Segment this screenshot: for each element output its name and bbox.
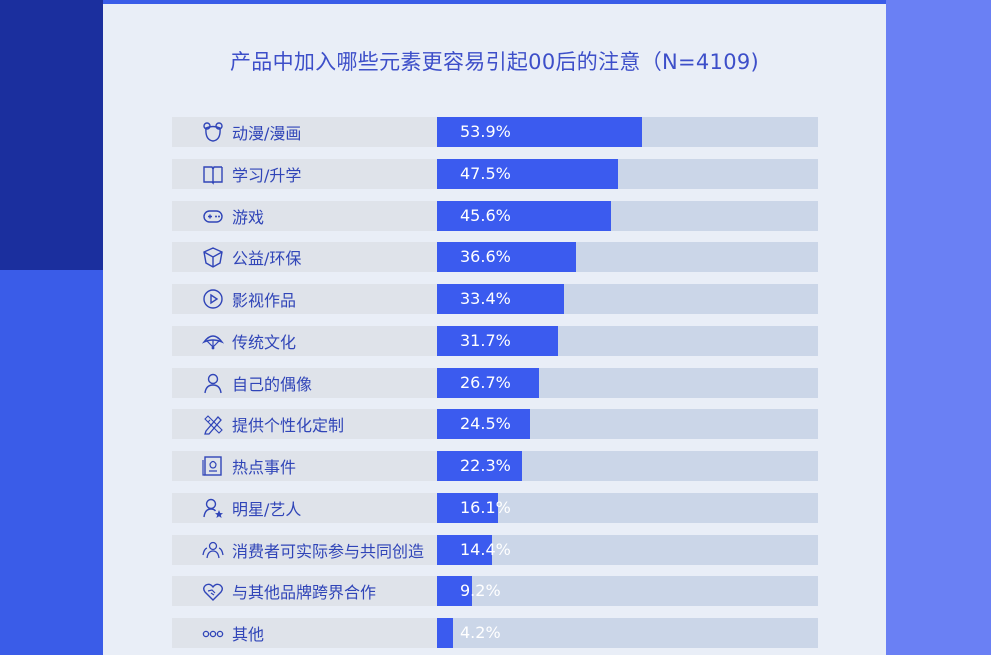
category-label-cell: 公益/环保 [172,242,437,273]
category-label-cell: 消费者可实际参与共同创造 [172,534,437,565]
pencil-ruler-icon [202,413,224,435]
bar-track: 22.3% [437,451,818,481]
bar-track: 14.4% [437,534,818,565]
bar-track: 33.4% [437,284,818,314]
category-label-cell: 提供个性化定制 [172,409,437,440]
category-label: 自己的偶像 [232,374,313,394]
bar-row: 与其他品牌跨界合作 9.2% [172,576,818,607]
group-icon [202,539,224,561]
value-label: 31.7% [460,330,511,350]
news-icon [202,455,224,477]
bar-track: 9.2% [437,576,818,607]
bar-track: 36.6% [437,242,818,273]
bar [437,284,565,314]
bar-row: 学习/升学 47.5% [172,158,818,189]
chart-title: 产品中加入哪些元素更容易引起00后的注意（N=4109) [229,50,760,74]
category-label-cell: 动漫/漫画 [172,117,437,147]
category-label-cell: 自己的偶像 [172,367,437,398]
bar [437,618,453,648]
value-label: 33.4% [460,289,511,308]
bar [437,451,522,481]
bar [437,117,643,147]
gamepad-icon [202,205,224,227]
category-label: 与其他品牌跨界合作 [232,583,377,603]
fan-icon [202,330,224,352]
value-label: 14.4% [460,539,511,559]
category-label: 消费者可实际参与共同创造 [232,541,425,561]
bar [437,158,618,189]
category-label-cell: 影视作品 [172,284,437,314]
bar-row: 游戏 45.6% [172,200,818,231]
value-label: 9.2% [460,581,501,601]
bar-row: 影视作品 33.4% [172,284,818,314]
category-label: 影视作品 [232,291,297,310]
bar [437,200,611,231]
bar-row: 动漫/漫画 53.9% [172,117,818,147]
bar-row: 明星/艺人 16.1% [172,492,818,523]
person-icon [202,372,224,394]
bar [437,576,473,607]
bar-row: 消费者可实际参与共同创造 14.4% [172,534,818,565]
category-label-cell: 游戏 [172,200,437,231]
category-label-cell: 传统文化 [172,325,437,356]
bar [437,242,577,273]
value-label: 24.5% [460,414,511,434]
category-label: 明星/艺人 [232,499,302,519]
recycle-icon [202,246,224,269]
bar-track: 26.7% [437,367,818,398]
bar-track: 24.5% [437,409,818,440]
category-label-cell: 与其他品牌跨界合作 [172,576,437,607]
bar-track: 16.1% [437,492,818,523]
bar-chart: 动漫/漫画 53.9% 学习/升学 47.5% 游戏 45.6% 公益/环保 36.6% 影视作… [103,4,886,655]
bar-track: 4.2% [437,618,818,648]
background-block-light [886,0,991,655]
star-person-icon [202,497,224,519]
bar-row: 热点事件 22.3% [172,451,818,481]
bar-row: 自己的偶像 26.7% [172,367,818,398]
value-label: 45.6% [460,205,511,225]
bar [437,367,539,398]
category-label-cell: 明星/艺人 [172,492,437,523]
bar [437,534,492,565]
bar-track: 31.7% [437,325,818,356]
bar-row: 公益/环保 36.6% [172,242,818,273]
category-label-cell: 学习/升学 [172,158,437,189]
value-label: 26.7% [460,372,511,392]
category-label-cell: 热点事件 [172,451,437,481]
category-label: 学习/升学 [232,165,302,185]
bar-row: 提供个性化定制 24.5% [172,409,818,440]
category-label-cell: 其他 [172,618,437,648]
background-block-dark [0,0,103,270]
play-icon [202,288,224,310]
category-label: 公益/环保 [232,249,302,269]
bear-icon [202,121,224,143]
book-icon [202,163,224,185]
dots-icon [202,622,224,644]
value-label: 47.5% [460,163,511,183]
bar [437,325,558,356]
category-label: 游戏 [232,207,265,227]
value-label: 16.1% [460,497,511,517]
bar [437,409,531,440]
category-label: 动漫/漫画 [232,124,302,143]
value-label: 4.2% [460,623,501,642]
bar-track: 53.9% [437,117,818,147]
value-label: 22.3% [460,456,511,475]
chart-panel: 产品中加入哪些元素更容易引起00后的注意（N=4109) 动漫/漫画 53.9% 学… [103,4,886,655]
value-label: 36.6% [460,247,511,267]
bar-row: 传统文化 31.7% [172,325,818,356]
value-label: 53.9% [460,122,511,141]
handshake-heart-icon [202,580,224,602]
category-label: 热点事件 [232,458,297,477]
category-label: 其他 [232,625,265,644]
bar-track: 47.5% [437,158,818,189]
bar-track: 45.6% [437,200,818,231]
category-label: 传统文化 [232,332,297,352]
category-label: 提供个性化定制 [232,416,345,436]
bar [437,492,499,523]
background-block-blue [0,270,103,655]
bar-row: 其他 4.2% [172,618,818,648]
